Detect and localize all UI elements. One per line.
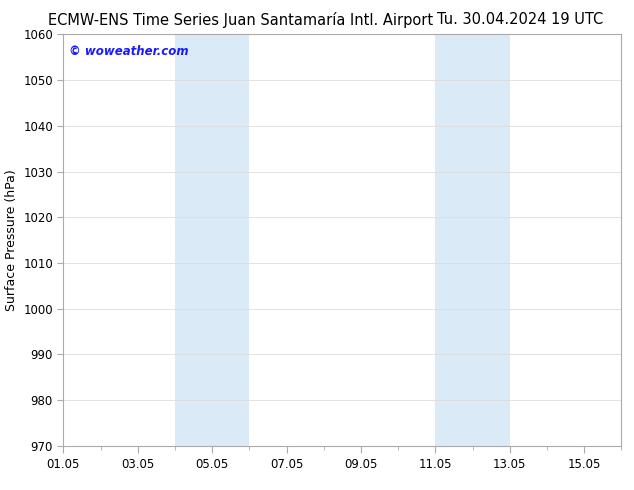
Bar [175,34,249,446]
Y-axis label: Surface Pressure (hPa): Surface Pressure (hPa) [4,169,18,311]
Text: © woweather.com: © woweather.com [69,45,188,58]
Bar [436,34,510,446]
Text: ECMW-ENS Time Series Juan Santamaría Intl. Airport: ECMW-ENS Time Series Juan Santamaría Int… [48,12,434,28]
Text: Tu. 30.04.2024 19 UTC: Tu. 30.04.2024 19 UTC [437,12,603,27]
